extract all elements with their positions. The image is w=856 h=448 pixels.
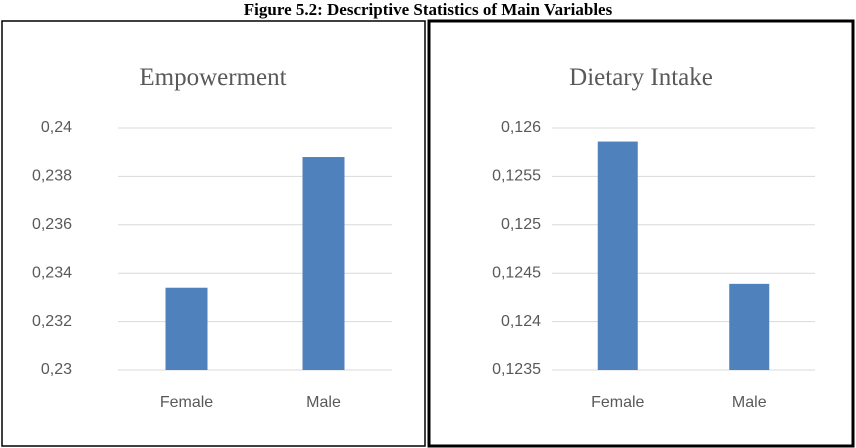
x-tick-label: Male [306, 394, 341, 411]
y-tick-label: 0,238 [32, 168, 72, 185]
chart-frame [427, 19, 855, 448]
y-tick-label: 0,23 [41, 361, 72, 378]
y-tick-label: 0,236 [32, 216, 72, 233]
y-tick-label: 0,1245 [492, 264, 541, 281]
bar [165, 287, 208, 370]
y-tick-label: 0,24 [41, 119, 72, 136]
x-tick-label: Male [732, 394, 767, 411]
chart-title: Dietary Intake [569, 64, 713, 91]
bar [302, 157, 345, 370]
chart-title: Empowerment [139, 64, 286, 91]
y-tick-label: 0,1235 [492, 361, 541, 378]
y-tick-label: 0,234 [32, 264, 72, 281]
chart-frame [1, 20, 426, 447]
y-tick-label: 0,232 [32, 313, 72, 330]
y-tick-label: 0,124 [501, 313, 541, 330]
bar [597, 141, 638, 370]
bar [729, 283, 770, 370]
x-tick-label: Female [591, 394, 644, 411]
y-tick-label: 0,125 [501, 216, 541, 233]
y-tick-label: 0,126 [501, 119, 541, 136]
x-tick-label: Female [160, 394, 213, 411]
y-tick-label: 0,1255 [492, 168, 541, 185]
figure-title: Figure 5.2: Descriptive Statistics of Ma… [244, 0, 613, 19]
